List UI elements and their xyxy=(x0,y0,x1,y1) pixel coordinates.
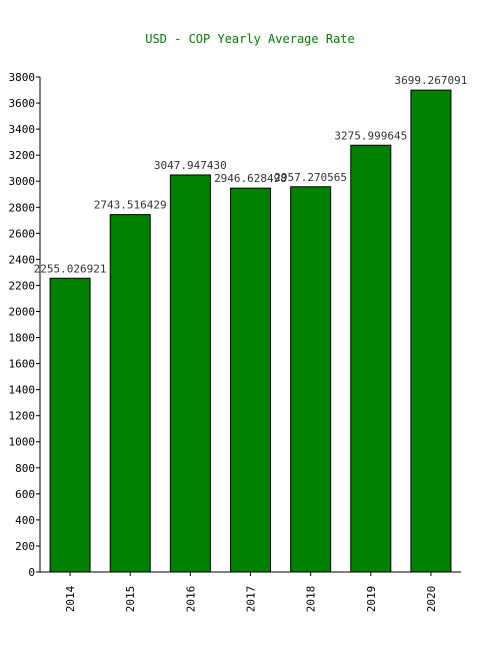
bar-value-label: 2957.270565 xyxy=(274,171,347,184)
bar-value-label: 2743.516429 xyxy=(94,199,167,212)
y-tick-label: 200 xyxy=(15,540,35,553)
x-tick-label: 2016 xyxy=(184,586,197,613)
bar-value-labels: 2255.026921 2743.516429 3047.9474302946.62… xyxy=(34,74,468,275)
bar-2019 xyxy=(350,144,392,573)
y-tick-label: 1600 xyxy=(9,358,36,371)
y-tick-label: 3800 xyxy=(9,71,36,84)
bar-2020 xyxy=(410,89,452,573)
bar-value-label: 2946.628498 xyxy=(214,172,287,185)
y-tick-label: 3000 xyxy=(9,175,36,188)
x-axis-ticks: 2014 2015 2016 2017 2018 2019 2020 xyxy=(64,572,438,612)
bar-value-label: 3699.267091 xyxy=(394,74,467,87)
bar-value-label: 2255.026921 xyxy=(34,262,107,275)
bar-2017 xyxy=(230,187,271,573)
y-tick-label: 0 xyxy=(28,566,35,579)
x-tick-label: 2014 xyxy=(64,585,77,612)
y-tick-label: 2000 xyxy=(9,305,36,318)
x-tick-label: 2018 xyxy=(305,586,318,613)
y-tick-label: 2200 xyxy=(9,279,36,292)
bar-value-label: 3047.947430 xyxy=(154,159,227,172)
bar-2014 xyxy=(49,277,91,573)
bar-2016 xyxy=(169,174,211,573)
chart-title: USD - COP Yearly Average Rate xyxy=(145,32,355,46)
y-tick-label: 2800 xyxy=(9,201,36,214)
y-tick-label: 3400 xyxy=(9,123,36,136)
x-tick-label: 2017 xyxy=(245,586,258,613)
x-tick-label: 2020 xyxy=(425,586,438,613)
y-tick-label: 1400 xyxy=(9,384,36,397)
y-tick-label: 2400 xyxy=(9,253,36,266)
bars xyxy=(49,89,452,573)
y-tick-label: 3600 xyxy=(9,97,36,110)
y-axis-ticks: 0 200 400 600 800 1000 1200 1400 1600 1800 2000 220… xyxy=(9,71,40,579)
y-tick-label: 800 xyxy=(15,462,35,475)
y-tick-label: 1000 xyxy=(9,436,36,449)
y-tick-label: 600 xyxy=(15,488,35,501)
x-tick-label: 2019 xyxy=(365,586,378,613)
bar-value-label: 3275.999645 xyxy=(334,129,407,142)
y-tick-label: 1200 xyxy=(9,410,36,423)
y-tick-label: 1800 xyxy=(9,332,36,345)
x-tick-label: 2015 xyxy=(124,586,137,613)
y-tick-label: 400 xyxy=(15,514,35,527)
y-tick-label: 3200 xyxy=(9,149,36,162)
bar-2018 xyxy=(290,186,332,573)
y-tick-label: 2600 xyxy=(9,227,36,240)
bar-2015 xyxy=(109,214,151,573)
